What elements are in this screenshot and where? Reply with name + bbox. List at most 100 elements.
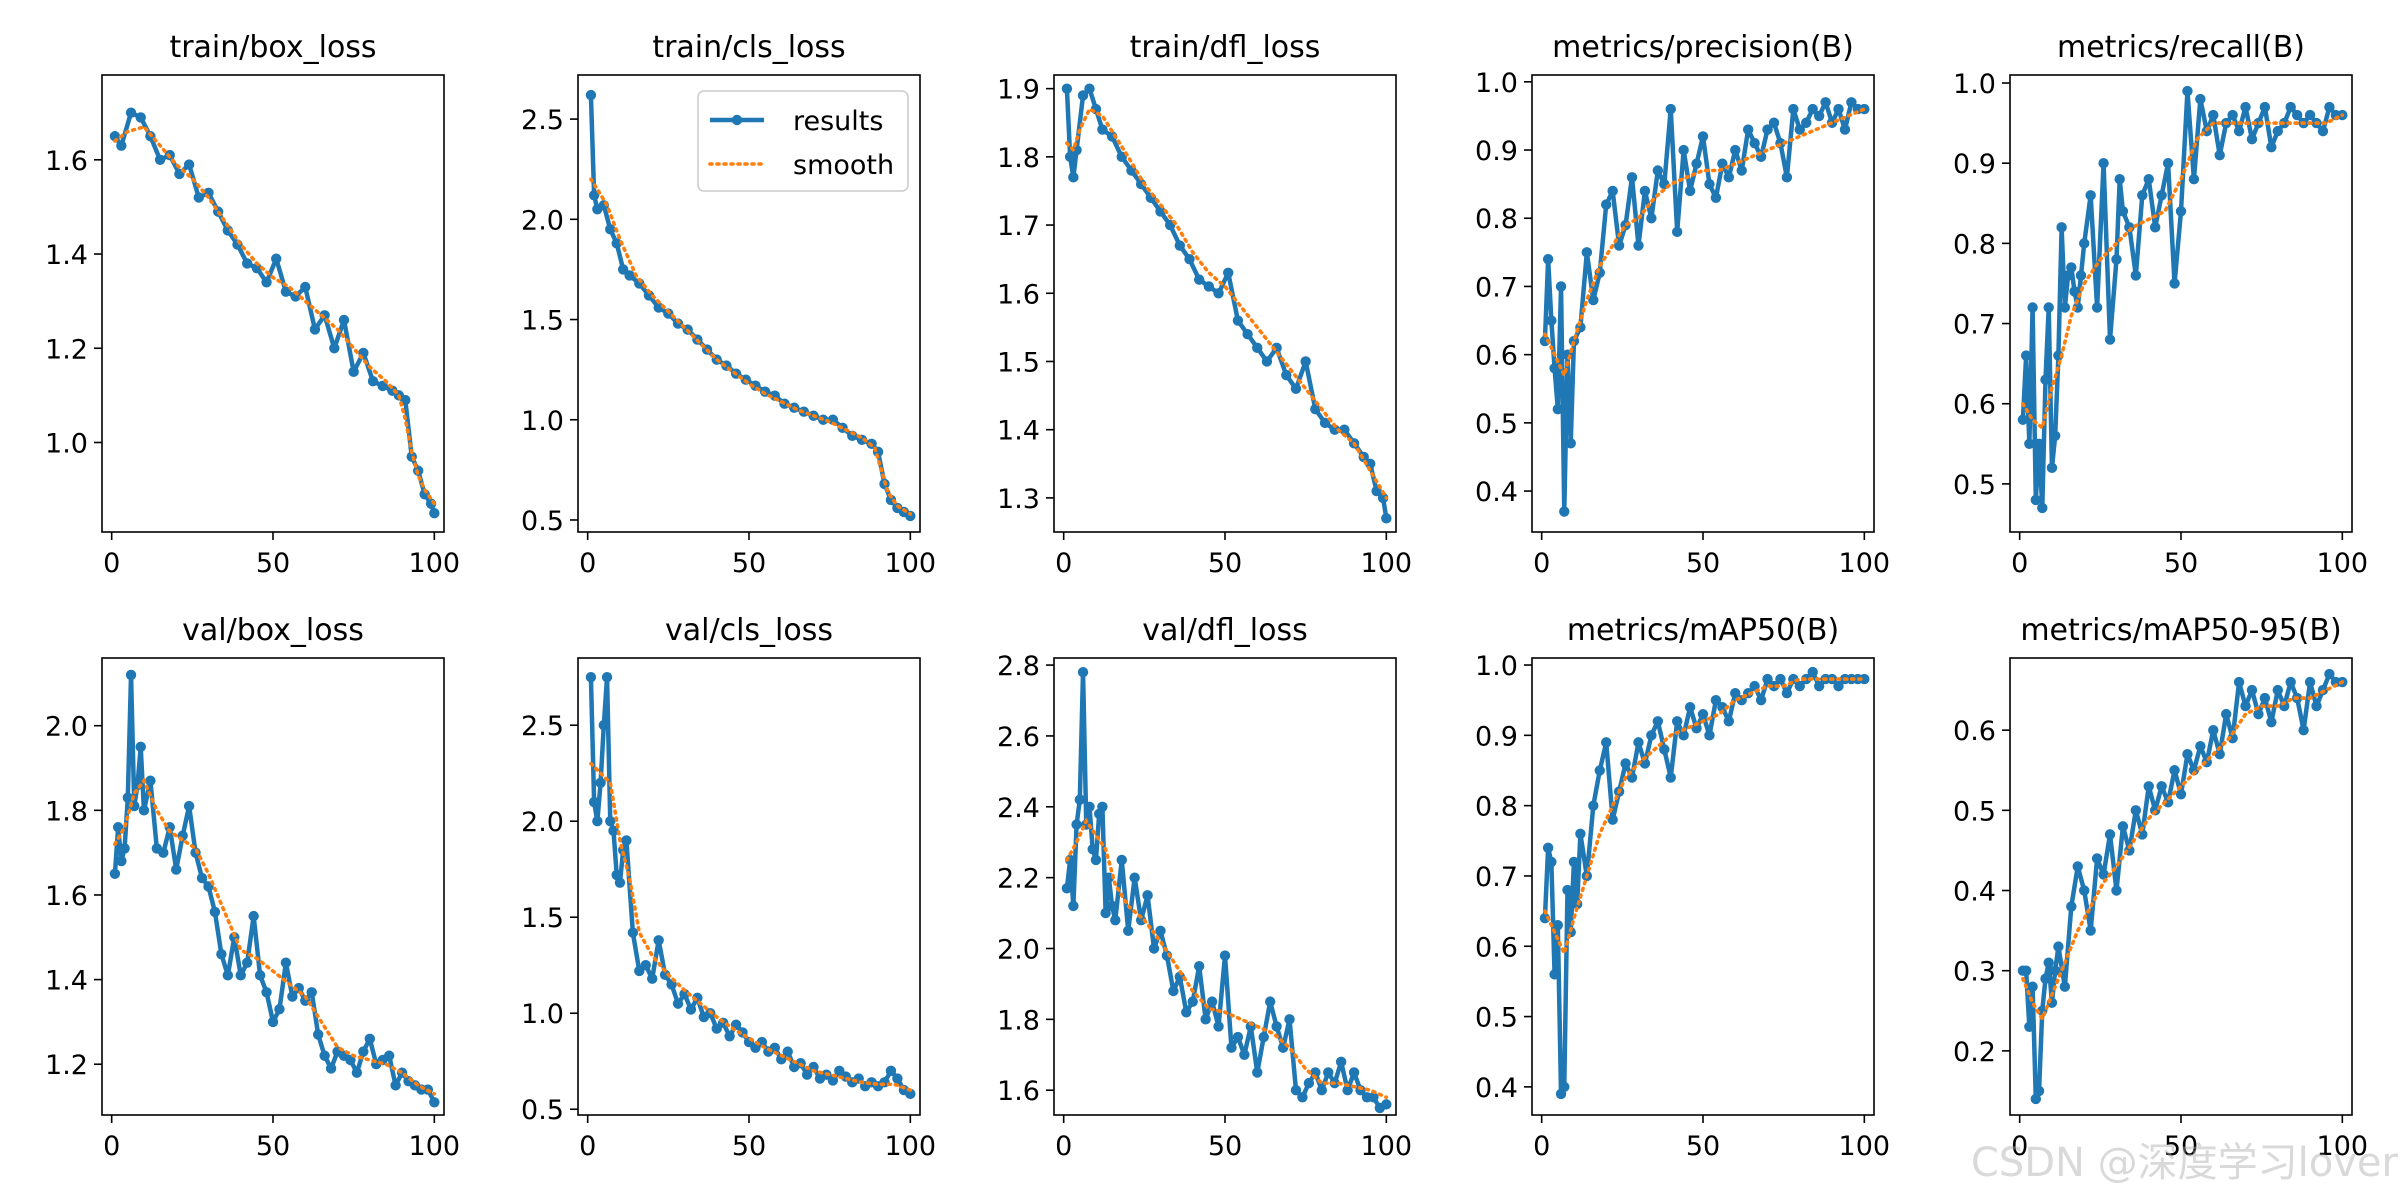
plot-area xyxy=(109,107,440,519)
results-point xyxy=(1064,151,1076,163)
x-tick-label: 100 xyxy=(1361,1131,1413,1162)
results-point xyxy=(2220,708,2232,720)
results-point xyxy=(827,1075,839,1086)
results-point xyxy=(338,314,350,326)
results-point xyxy=(601,672,613,683)
results-point xyxy=(605,816,616,827)
subplot-metrics-map50-95-b: metrics/mAP50-95(B) 0 50 100 0.2 0.3 0.4 0.5 0.6 xyxy=(1953,613,2368,1162)
results-point xyxy=(241,258,253,269)
chart-title: metrics/mAP50-95(B) xyxy=(2020,613,2341,648)
y-tick-label: 0.6 xyxy=(1475,932,1518,963)
results-point xyxy=(1794,680,1805,692)
subplot-metrics-map50-b: metrics/mAP50(B) 0 50 100 0.4 0.5 0.6 0.7 0.8 0.9… xyxy=(1475,613,1890,1162)
results-point xyxy=(1684,185,1696,197)
results-point xyxy=(2317,125,2329,137)
results-point xyxy=(1813,680,1825,692)
results-point xyxy=(1271,1021,1282,1032)
results-point xyxy=(1061,883,1073,894)
results-point xyxy=(2091,302,2103,313)
x-tick-label: 0 xyxy=(579,548,596,579)
results-point xyxy=(2233,125,2245,137)
results-point xyxy=(1377,492,1389,504)
results-point xyxy=(585,672,597,683)
results-point xyxy=(348,366,359,378)
results-point xyxy=(1833,680,1844,692)
y-tick-label: 1.8 xyxy=(997,1005,1040,1036)
results-point xyxy=(2272,684,2283,696)
results-point xyxy=(1252,342,1263,354)
results-point xyxy=(2208,724,2219,736)
results-point xyxy=(1652,716,1664,727)
results-point xyxy=(2079,885,2090,896)
subplot-train-box-loss: train/box_loss 0 50 100 1.0 1.2 1.4 1.6 xyxy=(45,30,460,579)
results-point xyxy=(1710,694,1722,706)
results-point xyxy=(1310,404,1321,415)
results-point xyxy=(1239,1049,1250,1060)
y-tick-label: 1.2 xyxy=(45,334,88,365)
results-point xyxy=(1749,138,1760,149)
results-point xyxy=(1723,716,1735,727)
results-point xyxy=(171,864,182,875)
results-point xyxy=(1549,363,1560,374)
results-line xyxy=(112,672,437,1104)
results-point xyxy=(2111,254,2122,265)
y-tick-label: 0.8 xyxy=(1475,204,1518,235)
plot-area xyxy=(1539,97,1870,517)
x-tick-label: 100 xyxy=(1839,548,1891,579)
results-point xyxy=(2117,206,2129,217)
results-point xyxy=(1097,124,1108,135)
results-point xyxy=(2143,781,2154,792)
plot-area xyxy=(1539,666,1870,1100)
results-point xyxy=(1559,1081,1570,1093)
results-point xyxy=(2104,829,2116,840)
results-point xyxy=(1129,872,1140,883)
results-point xyxy=(1068,900,1079,912)
results-point xyxy=(135,741,146,753)
results-point xyxy=(1704,730,1715,741)
results-point xyxy=(1555,281,1567,292)
results-point xyxy=(248,910,259,922)
results-point xyxy=(2075,270,2087,281)
results-point xyxy=(1316,1085,1327,1096)
results-point xyxy=(1116,854,1127,866)
results-point xyxy=(271,253,282,264)
legend-box xyxy=(697,90,909,192)
results-point xyxy=(598,720,610,731)
results-point xyxy=(1077,90,1089,101)
results-point xyxy=(319,1050,330,1061)
results-point xyxy=(274,1004,285,1015)
results-point xyxy=(222,970,234,981)
results-point xyxy=(1588,294,1599,306)
chart-title: train/dfl_loss xyxy=(1130,30,1321,65)
y-tick-label: 0.5 xyxy=(1475,1003,1518,1034)
results-point xyxy=(2311,700,2322,712)
y-tick-label: 2.0 xyxy=(45,712,88,743)
x-tick-label: 0 xyxy=(2011,548,2028,579)
results-point xyxy=(2298,724,2309,736)
x-tick-label: 50 xyxy=(256,548,290,579)
y-tick-label: 2.8 xyxy=(997,651,1040,682)
results-point xyxy=(2091,853,2103,864)
results-point xyxy=(1601,199,1612,210)
results-point xyxy=(2085,190,2096,201)
results-point xyxy=(280,286,292,297)
results-point xyxy=(1074,794,1086,805)
y-tick-label: 1.0 xyxy=(45,428,88,459)
results-point xyxy=(2214,149,2225,161)
results-point xyxy=(588,190,600,201)
results-point xyxy=(2049,965,2061,976)
results-point xyxy=(193,192,204,203)
x-tick-label: 100 xyxy=(885,548,937,579)
x-tick-label: 50 xyxy=(1208,548,1242,579)
results-point xyxy=(209,906,221,918)
results-point xyxy=(351,1067,363,1078)
y-tick-label: 2.0 xyxy=(997,934,1040,965)
y-tick-label: 0.9 xyxy=(1475,721,1518,752)
results-point xyxy=(1813,110,1825,122)
results-point xyxy=(235,970,246,981)
results-point xyxy=(1106,900,1118,912)
results-point xyxy=(1697,131,1709,142)
results-point xyxy=(1323,1067,1334,1078)
results-point xyxy=(1639,185,1651,197)
results-point xyxy=(1781,687,1793,699)
